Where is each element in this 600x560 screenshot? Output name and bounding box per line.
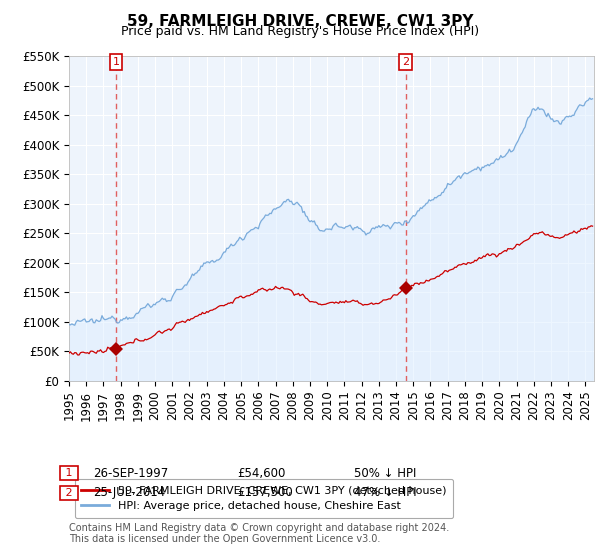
Text: £157,500: £157,500 — [237, 486, 293, 500]
Text: 1: 1 — [113, 57, 119, 67]
Text: 50% ↓ HPI: 50% ↓ HPI — [354, 466, 416, 480]
Text: 26-SEP-1997: 26-SEP-1997 — [93, 466, 168, 480]
Text: 1: 1 — [62, 468, 76, 478]
Text: £54,600: £54,600 — [237, 466, 286, 480]
Legend: 59, FARMLEIGH DRIVE, CREWE, CW1 3PY (detached house), HPI: Average price, detach: 59, FARMLEIGH DRIVE, CREWE, CW1 3PY (det… — [74, 479, 453, 518]
Text: This data is licensed under the Open Government Licence v3.0.: This data is licensed under the Open Gov… — [69, 534, 380, 544]
Text: 2: 2 — [62, 488, 76, 498]
Text: 2: 2 — [402, 57, 409, 67]
Text: Contains HM Land Registry data © Crown copyright and database right 2024.: Contains HM Land Registry data © Crown c… — [69, 522, 449, 533]
Text: Price paid vs. HM Land Registry's House Price Index (HPI): Price paid vs. HM Land Registry's House … — [121, 25, 479, 38]
Text: 25-JUL-2014: 25-JUL-2014 — [93, 486, 165, 500]
Text: 47% ↓ HPI: 47% ↓ HPI — [354, 486, 416, 500]
Text: 59, FARMLEIGH DRIVE, CREWE, CW1 3PY: 59, FARMLEIGH DRIVE, CREWE, CW1 3PY — [127, 14, 473, 29]
